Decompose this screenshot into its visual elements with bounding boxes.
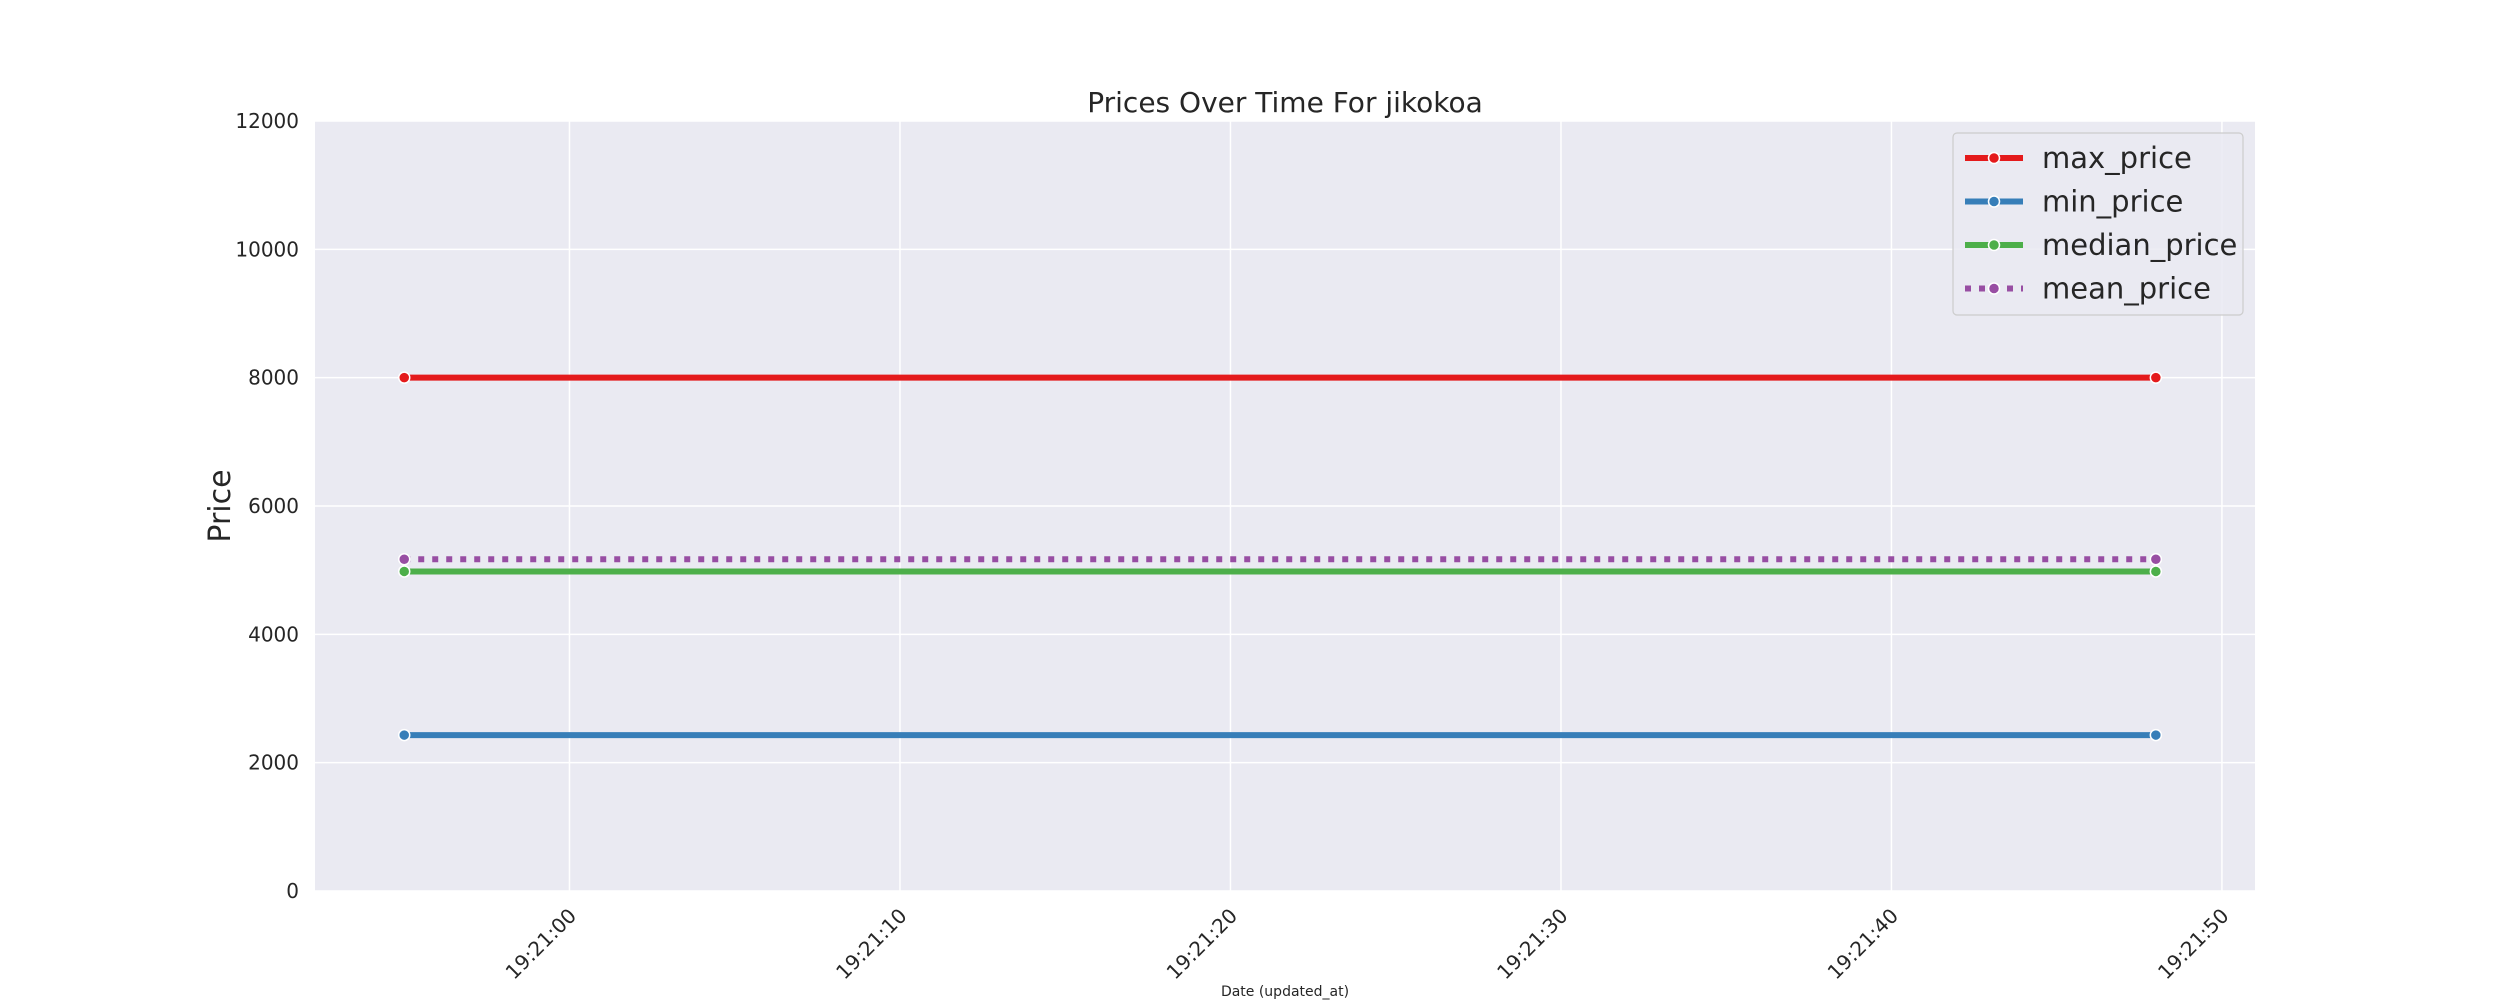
data-point-max_price bbox=[397, 371, 411, 384]
data-point-mean_price bbox=[397, 553, 411, 566]
y-axis-label: Price bbox=[203, 469, 238, 542]
series-lines bbox=[397, 371, 2163, 742]
grid-lines bbox=[315, 120, 2255, 892]
data-point-median_price bbox=[2149, 565, 2163, 578]
data-point-median_price bbox=[397, 565, 411, 578]
x-tick-label: 19:21:40 bbox=[1823, 904, 1903, 984]
legend-marker-mean_price bbox=[1987, 282, 2001, 295]
legend: max_price min_price median_price mean_price bbox=[1952, 132, 2244, 316]
x-tick-label: 19:21:10 bbox=[831, 904, 911, 984]
x-tick-label: 19:21:20 bbox=[1162, 904, 1242, 984]
data-point-min_price bbox=[2149, 728, 2163, 742]
y-tick-label: 4000 bbox=[248, 622, 299, 646]
x-tick-labels: 19:21:00 19:21:10 19:21:20 19:21:30 19:21:40… bbox=[501, 904, 2234, 984]
x-axis-label: Date (updated_at) bbox=[1221, 984, 1349, 1000]
data-point-mean_price bbox=[2149, 553, 2163, 566]
data-point-min_price bbox=[397, 728, 411, 742]
y-tick-label: 0 bbox=[286, 879, 299, 903]
y-tick-labels: 0 2000 4000 6000 8000 10000 12000 bbox=[235, 109, 299, 903]
legend-marker-median_price bbox=[1987, 238, 2001, 252]
chart-title: Prices Over Time For jikokoa bbox=[1087, 86, 1483, 119]
y-tick-label: 12000 bbox=[235, 109, 299, 133]
legend-label-median_price: median_price bbox=[2042, 228, 2237, 262]
y-tick-label: 6000 bbox=[248, 494, 299, 518]
legend-marker-max_price bbox=[1987, 151, 2001, 165]
x-tick-label: 19:21:50 bbox=[2153, 904, 2233, 984]
legend-box bbox=[1952, 132, 2244, 316]
x-tick-label: 19:21:30 bbox=[1492, 904, 1572, 984]
y-tick-label: 10000 bbox=[235, 237, 299, 261]
legend-label-min_price: min_price bbox=[2042, 185, 2183, 219]
legend-label-mean_price: mean_price bbox=[2042, 272, 2211, 306]
x-tick-label: 19:21:00 bbox=[501, 904, 581, 984]
y-tick-label: 2000 bbox=[248, 751, 299, 775]
data-point-max_price bbox=[2149, 371, 2163, 384]
legend-marker-min_price bbox=[1987, 195, 2001, 208]
legend-label-max_price: max_price bbox=[2042, 141, 2192, 175]
y-tick-label: 8000 bbox=[248, 366, 299, 390]
